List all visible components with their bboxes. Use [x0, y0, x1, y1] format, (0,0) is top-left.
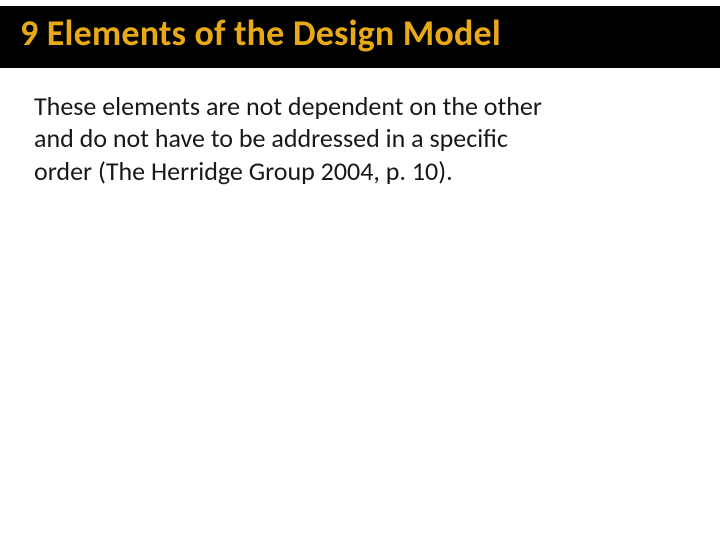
slide-title: 9 Elements of the Design Model: [20, 14, 700, 54]
slide: 9 Elements of the Design Model These ele…: [0, 6, 720, 540]
slide-body-text: These elements are not dependent on the …: [34, 90, 564, 188]
body-area: These elements are not dependent on the …: [0, 68, 604, 188]
title-bar: 9 Elements of the Design Model: [0, 6, 720, 68]
